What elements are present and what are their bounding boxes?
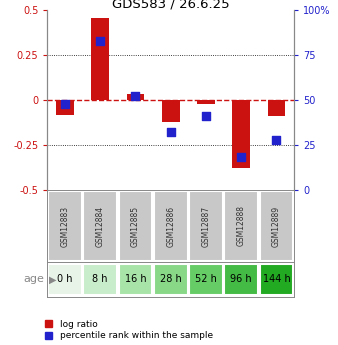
Bar [233,100,250,168]
Point [168,130,173,135]
Bar [91,18,109,100]
Bar [119,264,152,295]
Bar [56,100,74,115]
Text: GSM12889: GSM12889 [272,205,281,247]
Point [62,101,68,106]
Point [133,94,138,99]
Text: GSM12885: GSM12885 [131,205,140,247]
Bar [48,191,82,261]
Text: 0 h: 0 h [57,275,73,284]
Point [274,137,279,142]
Point [97,38,103,43]
Bar [260,264,293,295]
Bar [162,100,179,122]
Text: GSM12884: GSM12884 [96,205,105,247]
Bar [224,264,258,295]
Legend: log ratio, percentile rank within the sample: log ratio, percentile rank within the sa… [45,320,213,341]
Text: 8 h: 8 h [92,275,108,284]
Bar [189,264,223,295]
Text: 16 h: 16 h [125,275,146,284]
Bar [127,94,144,100]
Text: 52 h: 52 h [195,275,217,284]
Text: 28 h: 28 h [160,275,182,284]
Bar [260,191,293,261]
Point [239,155,244,160]
Title: GDS583 / 26.6.25: GDS583 / 26.6.25 [112,0,230,10]
Bar [154,264,188,295]
Text: GSM12888: GSM12888 [237,206,246,246]
Bar [197,100,215,104]
Bar [119,191,152,261]
Text: GSM12886: GSM12886 [166,205,175,247]
Text: 144 h: 144 h [263,275,290,284]
Text: 96 h: 96 h [231,275,252,284]
Bar [154,191,188,261]
Bar [224,191,258,261]
Bar [48,264,82,295]
Bar [189,191,223,261]
Bar [83,191,117,261]
Text: age: age [23,275,44,284]
Text: ▶: ▶ [49,275,56,284]
Bar [83,264,117,295]
Point [203,114,209,119]
Bar [268,100,285,116]
Text: GSM12887: GSM12887 [201,205,211,247]
Text: GSM12883: GSM12883 [61,205,69,247]
